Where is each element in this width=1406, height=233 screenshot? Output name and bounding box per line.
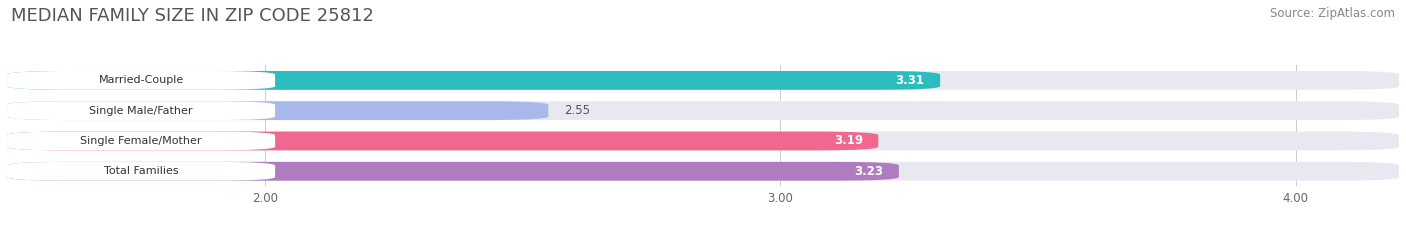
Text: 2.55: 2.55 bbox=[564, 104, 589, 117]
FancyBboxPatch shape bbox=[7, 101, 1399, 120]
FancyBboxPatch shape bbox=[7, 101, 276, 120]
FancyBboxPatch shape bbox=[7, 71, 1399, 90]
FancyBboxPatch shape bbox=[7, 162, 898, 181]
FancyBboxPatch shape bbox=[7, 132, 276, 150]
FancyBboxPatch shape bbox=[7, 132, 1399, 150]
Text: 3.23: 3.23 bbox=[855, 165, 883, 178]
FancyBboxPatch shape bbox=[7, 162, 1399, 181]
Text: Single Male/Father: Single Male/Father bbox=[90, 106, 193, 116]
FancyBboxPatch shape bbox=[7, 101, 548, 120]
FancyBboxPatch shape bbox=[7, 71, 941, 90]
Text: Source: ZipAtlas.com: Source: ZipAtlas.com bbox=[1270, 7, 1395, 20]
Text: MEDIAN FAMILY SIZE IN ZIP CODE 25812: MEDIAN FAMILY SIZE IN ZIP CODE 25812 bbox=[11, 7, 374, 25]
FancyBboxPatch shape bbox=[7, 71, 276, 90]
FancyBboxPatch shape bbox=[7, 162, 276, 181]
Text: 3.19: 3.19 bbox=[834, 134, 863, 147]
Text: Total Families: Total Families bbox=[104, 166, 179, 176]
Text: Married-Couple: Married-Couple bbox=[98, 75, 184, 85]
FancyBboxPatch shape bbox=[7, 132, 879, 150]
Text: 3.31: 3.31 bbox=[896, 74, 925, 87]
Text: Single Female/Mother: Single Female/Mother bbox=[80, 136, 202, 146]
